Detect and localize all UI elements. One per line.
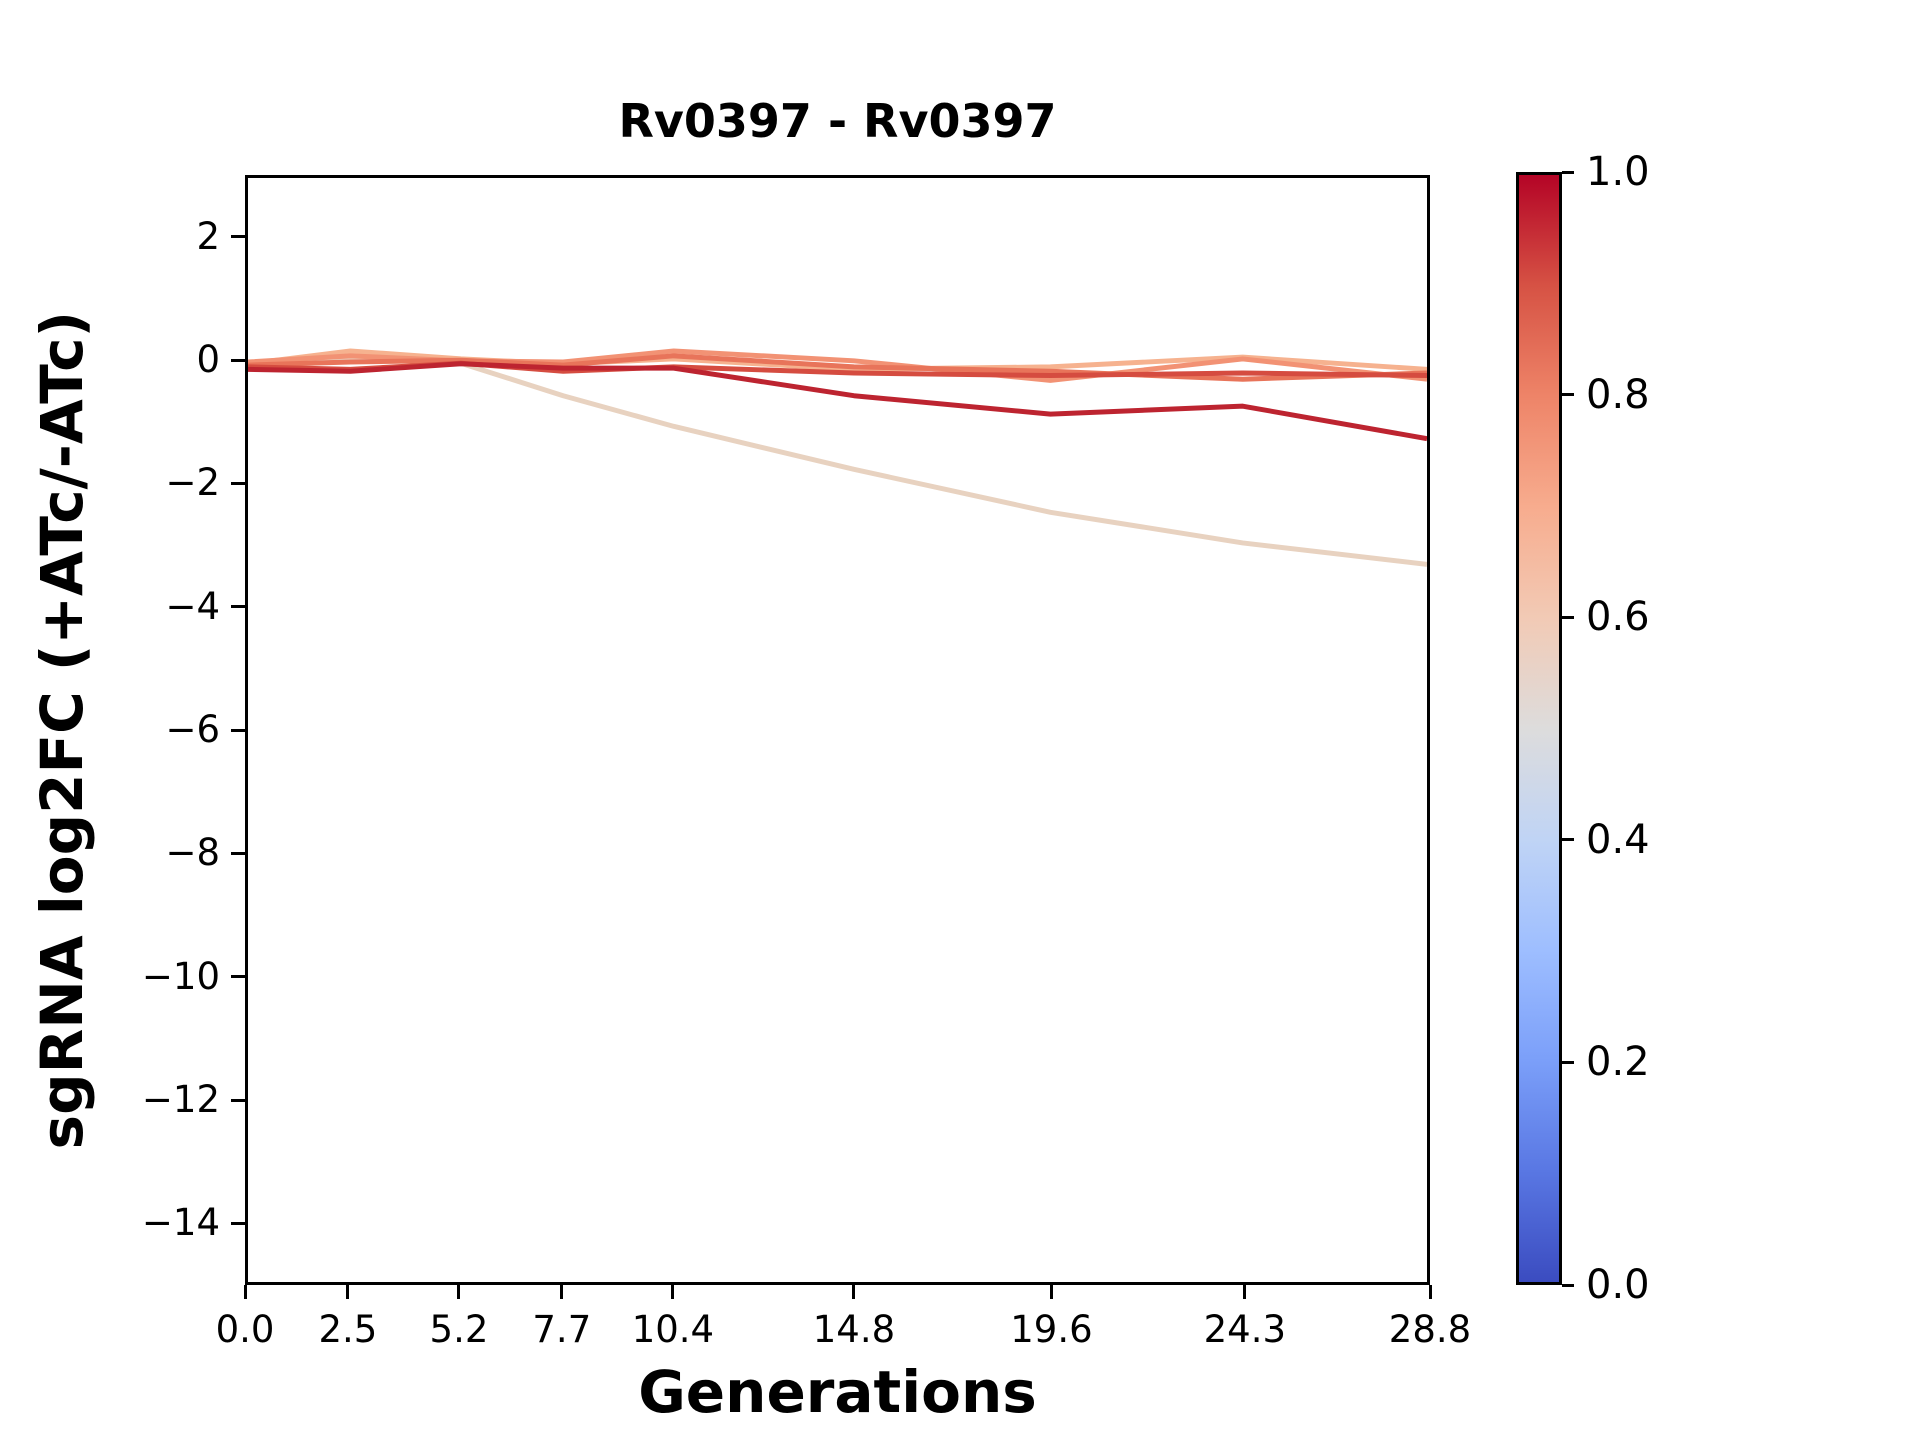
y-tick-label: −2 <box>165 461 220 505</box>
series-line-4 <box>248 353 1427 382</box>
colorbar-tick-label: 0.8 <box>1586 371 1650 418</box>
y-tick-mark <box>231 1221 245 1225</box>
x-tick-label: 28.8 <box>1388 1308 1472 1351</box>
x-tick-mark <box>346 1285 350 1299</box>
x-tick-mark <box>671 1285 675 1299</box>
x-tick-mark <box>1243 1285 1247 1299</box>
y-tick-label: −8 <box>165 831 220 875</box>
colorbar-tick-mark <box>1562 170 1574 174</box>
y-tick-mark <box>231 481 245 485</box>
x-tick-mark <box>457 1285 461 1299</box>
colorbar-tick-mark <box>1562 393 1574 397</box>
y-tick-label: −12 <box>141 1078 220 1121</box>
colorbar-tick-label: 1.0 <box>1586 149 1650 195</box>
colorbar-tick-label: 0.6 <box>1586 594 1650 641</box>
colorbar-tick-label: 0.0 <box>1586 1262 1650 1308</box>
y-tick-mark <box>231 851 245 855</box>
series-line-2 <box>248 348 1427 372</box>
colorbar-tick-mark <box>1562 1283 1574 1287</box>
y-tick-label: −14 <box>141 1201 220 1245</box>
x-tick-label: 0.0 <box>215 1308 275 1351</box>
x-tick-label: 10.4 <box>631 1308 715 1351</box>
series-line-3 <box>248 348 1427 383</box>
x-tick-label: 7.7 <box>532 1308 592 1351</box>
y-tick-label: −10 <box>141 954 220 998</box>
colorbar-tick-label: 0.2 <box>1586 1039 1650 1086</box>
x-axis-label: Generations <box>638 1358 1037 1426</box>
y-tick-label: −6 <box>165 708 220 751</box>
x-tick-label: 5.2 <box>429 1308 489 1351</box>
x-tick-mark <box>243 1285 247 1299</box>
x-tick-label: 2.5 <box>318 1308 378 1351</box>
y-tick-mark <box>231 975 245 979</box>
colorbar-tick-mark <box>1562 615 1574 619</box>
y-tick-mark <box>231 605 245 609</box>
plot-area <box>245 175 1430 1285</box>
colorbar-tick-label: 0.4 <box>1586 816 1650 863</box>
y-tick-mark <box>231 1098 245 1102</box>
series-line-1 <box>248 354 1427 567</box>
x-tick-label: 24.3 <box>1203 1308 1287 1351</box>
y-tick-label: −4 <box>165 584 220 628</box>
x-tick-mark <box>852 1285 856 1299</box>
y-tick-mark <box>231 358 245 362</box>
plot-svg <box>248 348 1427 567</box>
y-tick-label: 2 <box>196 214 220 258</box>
x-tick-mark <box>1428 1285 1432 1299</box>
chart-title: Rv0397 - Rv0397 <box>618 94 1057 148</box>
x-tick-mark <box>1049 1285 1053 1299</box>
y-tick-mark <box>231 728 245 732</box>
colorbar-tick-mark <box>1562 1060 1574 1064</box>
y-tick-mark <box>231 235 245 239</box>
colorbar <box>1516 172 1562 1285</box>
colorbar-tick-mark <box>1562 838 1574 842</box>
x-tick-label: 19.6 <box>1010 1308 1093 1351</box>
x-tick-mark <box>560 1285 564 1299</box>
series-line-6 <box>248 361 1427 442</box>
y-tick-label: 0 <box>196 338 220 381</box>
x-tick-label: 14.8 <box>812 1308 896 1351</box>
